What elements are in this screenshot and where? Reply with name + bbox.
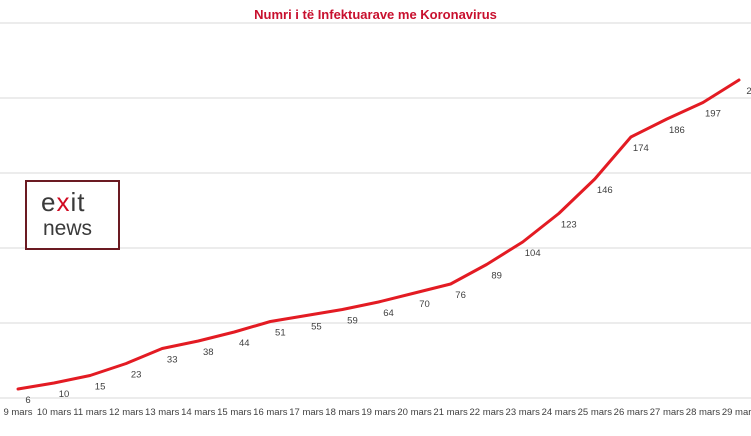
data-label: 89 — [491, 271, 502, 282]
data-label: 186 — [669, 125, 685, 136]
data-label: 70 — [419, 299, 430, 310]
x-tick-label: 21 mars — [433, 407, 468, 418]
series-line — [16, 78, 741, 391]
data-label: 23 — [131, 370, 142, 381]
x-tick-label: 19 mars — [361, 407, 396, 418]
gridlines — [0, 22, 751, 399]
chart-title: Numri i të Infektuarave me Koronavirus — [254, 7, 497, 22]
x-tick-label: 16 mars — [253, 407, 288, 418]
x-tick-label: 23 mars — [506, 407, 541, 418]
data-label: 38 — [203, 347, 214, 358]
x-tick-label: 28 mars — [686, 407, 721, 418]
data-label: 123 — [561, 220, 577, 231]
data-label: 174 — [633, 143, 649, 154]
x-tick-label: 14 mars — [181, 407, 216, 418]
x-tick-label: 27 mars — [650, 407, 685, 418]
data-label: 59 — [347, 316, 358, 327]
data-label: 2 — [746, 86, 751, 97]
data-label: 10 — [59, 389, 70, 400]
x-tick-label: 15 mars — [217, 407, 252, 418]
data-label: 104 — [525, 248, 541, 259]
x-tick-label: 13 mars — [145, 407, 180, 418]
data-label: 64 — [383, 308, 394, 319]
data-label: 76 — [455, 290, 466, 301]
x-tick-label: 17 mars — [289, 407, 324, 418]
data-label: 146 — [597, 185, 613, 196]
x-axis: 9 mars 10 mars 11 mars 12 mars 13 mars 14 mar… — [3, 407, 751, 418]
logo-word-exit: exit — [41, 187, 86, 217]
data-labels: 6 10 15 23 33 38 44 51 55 59 64 70 76 89 104 123 146 174 1… — [25, 86, 751, 406]
x-tick-label: 25 mars — [578, 407, 613, 418]
x-tick-label: 12 mars — [109, 407, 144, 418]
x-tick-label: 26 mars — [614, 407, 649, 418]
x-tick-label: 24 mars — [542, 407, 577, 418]
data-label: 197 — [705, 109, 721, 120]
data-label: 44 — [239, 338, 250, 349]
x-tick-label: 11 mars — [73, 407, 107, 418]
x-tick-label: 29 mars — [722, 407, 751, 418]
data-label: 51 — [275, 328, 286, 339]
x-tick-label: 22 mars — [469, 407, 504, 418]
x-tick-label: 10 mars — [37, 407, 72, 418]
data-label: 33 — [167, 355, 178, 366]
logo-word-news: news — [43, 217, 93, 240]
data-label: 6 — [25, 395, 30, 406]
data-label: 55 — [311, 322, 322, 333]
data-label: 15 — [95, 382, 106, 393]
x-tick-label: 18 mars — [325, 407, 360, 418]
x-tick-label: 9 mars — [3, 407, 32, 418]
x-tick-label: 20 mars — [397, 407, 432, 418]
exit-news-logo: exit news — [25, 180, 120, 250]
